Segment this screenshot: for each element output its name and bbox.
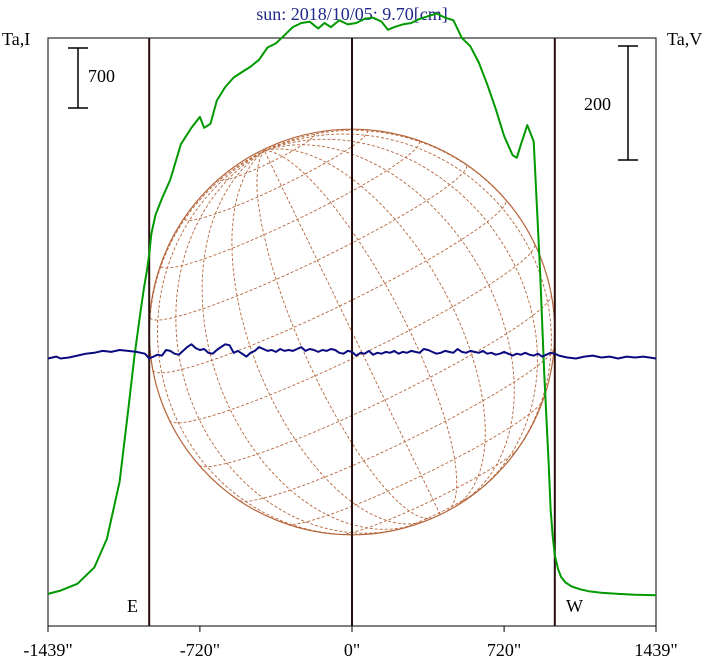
scale-bar-left: 700 [68, 47, 115, 109]
scale-bar-left-label: 700 [88, 66, 115, 86]
disk-grid-longitude [264, 150, 458, 512]
disk-grid-longitude [264, 133, 552, 458]
left-axis-label: Ta,I [2, 29, 30, 49]
disk-grid-longitude [264, 144, 515, 500]
disk-grid-latitude [239, 348, 555, 502]
disk-grid-longitude [231, 150, 426, 525]
disk-grid-latitude [198, 294, 552, 468]
disk-grid-longitude [149, 150, 265, 421]
disk-grid-longitude [264, 148, 486, 508]
x-tick-label: 1439" [634, 640, 677, 660]
disk-grid-longitude [201, 150, 413, 530]
disk-grid-longitude [264, 138, 538, 491]
series-layer [47, 12, 657, 597]
x-tick-label: -720" [180, 640, 220, 660]
solar-disk [148, 128, 556, 536]
disk-grid-latitude [340, 448, 518, 535]
right-axis-label: Ta,V [667, 29, 702, 49]
disk-grid-longitude [175, 150, 398, 534]
x-axis-ticks: -1439" -720" 0" 720" 1439" [23, 626, 678, 660]
disk-grid-latitude [152, 199, 507, 374]
scale-bar-right-label: 200 [584, 94, 611, 114]
limb-label-east: E [127, 596, 138, 616]
scale-bar-right: 200 [584, 45, 638, 161]
disk-grid-latitude [160, 141, 420, 269]
chart-title: sun: 2018/10/05: 9.70[cm] [256, 4, 448, 24]
limb-and-center-lines [148, 38, 556, 626]
polarization-series-line [47, 343, 657, 360]
x-tick-label: 0" [344, 640, 360, 660]
intensity-series-line [47, 12, 657, 597]
disk-grid-latitude [287, 400, 543, 525]
disk-grid-longitude [264, 129, 536, 245]
limb-label-west: W [566, 596, 583, 616]
disk-grid-longitude [256, 150, 433, 519]
x-tick-label: 720" [487, 640, 521, 660]
x-tick-label: -1439" [23, 640, 72, 660]
disk-grid-longitude [157, 150, 352, 536]
